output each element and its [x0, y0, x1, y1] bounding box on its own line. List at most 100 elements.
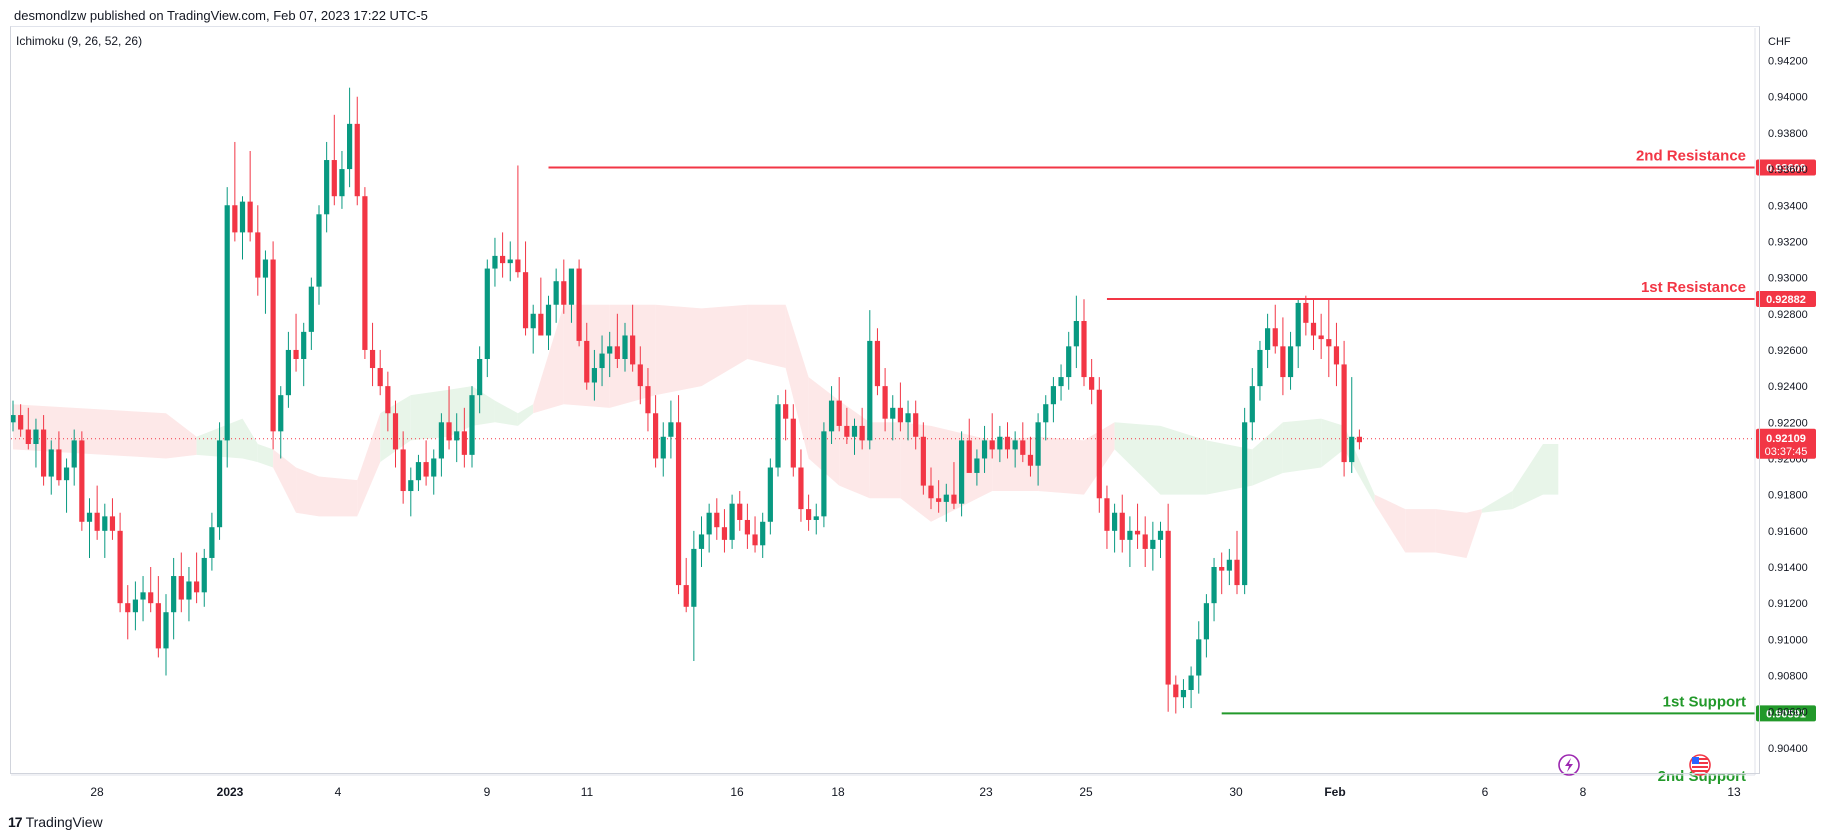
- candle-body: [951, 494, 957, 504]
- candle-body: [247, 201, 253, 233]
- candle: [783, 389, 789, 441]
- candle-body: [1188, 675, 1194, 690]
- candle: [247, 150, 253, 242]
- candle-body: [86, 512, 93, 522]
- candle-body: [660, 436, 666, 459]
- indicator-label[interactable]: Ichimoku (9, 26, 52, 26): [16, 34, 143, 48]
- candle: [255, 205, 261, 296]
- candle-body: [278, 395, 284, 432]
- cloud-segment: [1038, 436, 1084, 495]
- candle-body: [706, 512, 712, 535]
- candle: [622, 322, 628, 372]
- candle-body: [25, 429, 31, 445]
- candle: [1127, 516, 1133, 567]
- us-flag-icon: [1689, 754, 1711, 776]
- candle: [1203, 594, 1209, 658]
- candle-body: [392, 413, 399, 450]
- candle: [1066, 331, 1072, 390]
- candle: [599, 335, 605, 387]
- candle: [936, 480, 942, 513]
- level-price-tag: [1756, 159, 1816, 176]
- cloud-segment: [1282, 418, 1322, 473]
- candle: [798, 449, 804, 522]
- candle-body: [239, 201, 246, 233]
- candle: [1226, 548, 1232, 586]
- candle-body: [224, 205, 230, 441]
- candle-body: [262, 259, 269, 278]
- candle-body: [48, 449, 54, 477]
- cloud-segment: [1466, 509, 1482, 558]
- candle-body: [844, 425, 850, 437]
- candle: [752, 516, 758, 553]
- x-tick-label: 4: [335, 785, 342, 799]
- candle: [1349, 377, 1355, 473]
- candle: [905, 400, 911, 441]
- cloud-segment: [1252, 422, 1283, 486]
- candle-body: [1341, 364, 1347, 463]
- candle-body: [94, 512, 100, 531]
- candle: [1280, 317, 1286, 396]
- cloud-segment: [1481, 491, 1513, 513]
- candle-body: [959, 440, 965, 504]
- candle-body: [1035, 422, 1041, 466]
- x-tick-label: Feb: [1324, 785, 1345, 799]
- candle: [806, 494, 812, 531]
- candle-body: [79, 440, 85, 522]
- candle: [530, 304, 536, 354]
- candle: [140, 576, 146, 622]
- y-tick-label: 0.91200: [1768, 598, 1808, 610]
- candle: [729, 494, 735, 549]
- candle-body: [1096, 389, 1102, 499]
- candle: [385, 371, 391, 432]
- candle: [1180, 679, 1187, 709]
- candle-body: [132, 599, 138, 613]
- candle-body: [155, 603, 161, 649]
- candle-body: [821, 431, 827, 517]
- candle-body: [1004, 436, 1011, 450]
- candle-body: [1242, 422, 1248, 586]
- candle-body: [18, 415, 24, 430]
- candle: [576, 259, 582, 347]
- candle-body: [1272, 328, 1278, 347]
- cloud-segment: [533, 304, 564, 414]
- candle: [316, 205, 322, 305]
- candle: [10, 400, 16, 432]
- candle-body: [377, 368, 383, 387]
- candle-body: [675, 422, 682, 586]
- candle: [392, 400, 399, 468]
- candle: [1341, 340, 1347, 477]
- candle-body: [1081, 321, 1087, 378]
- candle: [148, 566, 154, 613]
- candle: [178, 552, 184, 613]
- candle-body: [171, 576, 177, 613]
- y-tick-label: 0.91000: [1768, 634, 1808, 646]
- candle-body: [1280, 346, 1286, 378]
- candle: [1043, 395, 1049, 441]
- candle-body: [1257, 349, 1263, 387]
- candle: [278, 386, 284, 459]
- brand-name: TradingView: [25, 814, 103, 830]
- candle: [836, 377, 842, 432]
- candle-body: [1157, 530, 1164, 540]
- candle-body: [63, 467, 70, 481]
- candle: [469, 386, 475, 468]
- candle: [109, 498, 116, 540]
- candle-body: [943, 494, 949, 502]
- candle: [63, 458, 70, 513]
- candle: [1188, 666, 1194, 709]
- candle: [1081, 299, 1087, 387]
- candle-body: [1287, 346, 1294, 378]
- last-price-countdown: 03:37:45: [1765, 446, 1808, 458]
- candle-body: [561, 281, 567, 305]
- candle: [423, 440, 429, 486]
- cloud-segment: [494, 400, 518, 426]
- candle: [1272, 304, 1278, 354]
- candle-body: [423, 462, 429, 477]
- candle: [18, 404, 24, 437]
- y-tick-label: 0.90600: [1768, 707, 1808, 719]
- candle: [1303, 295, 1309, 336]
- y-tick-label: 0.93200: [1768, 236, 1808, 248]
- candle-body: [117, 530, 123, 604]
- candle: [943, 483, 949, 522]
